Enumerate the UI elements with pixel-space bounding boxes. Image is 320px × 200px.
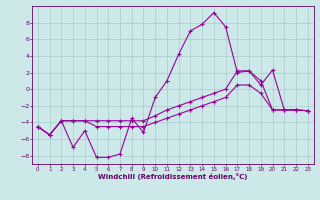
X-axis label: Windchill (Refroidissement éolien,°C): Windchill (Refroidissement éolien,°C) — [98, 173, 247, 180]
